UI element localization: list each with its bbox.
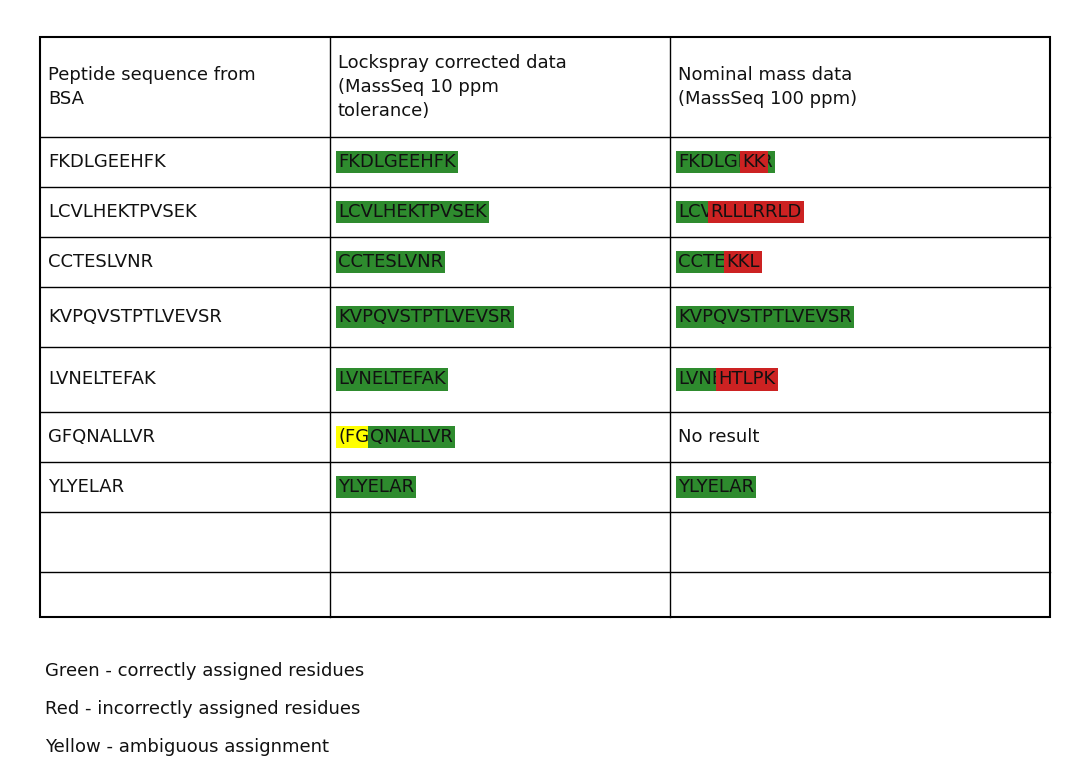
Text: FKDLGEEHFK: FKDLGEEHFK bbox=[48, 153, 166, 171]
Text: LCVL: LCVL bbox=[678, 203, 723, 221]
Text: KVPQVSTPTLVEVSR: KVPQVSTPTLVEVSR bbox=[338, 308, 512, 326]
Text: QNALLVR: QNALLVR bbox=[370, 428, 453, 446]
Text: HTLPK: HTLPK bbox=[719, 371, 775, 388]
Text: KVPQVSTPTLVEVSR: KVPQVSTPTLVEVSR bbox=[678, 308, 852, 326]
Text: YLYELAR: YLYELAR bbox=[678, 478, 754, 496]
Text: LCVLHEKTPVSEK: LCVLHEKTPVSEK bbox=[338, 203, 487, 221]
Text: FKDLGEER: FKDLGEER bbox=[678, 153, 773, 171]
Text: Lockspray corrected data
(MassSeq 10 ppm
tolerance): Lockspray corrected data (MassSeq 10 ppm… bbox=[338, 54, 566, 120]
Text: Green - correctly assigned residues: Green - correctly assigned residues bbox=[45, 662, 364, 680]
Text: YLYELAR: YLYELAR bbox=[48, 478, 124, 496]
Text: KKL: KKL bbox=[726, 253, 760, 271]
Text: Nominal mass data
(MassSeq 100 ppm): Nominal mass data (MassSeq 100 ppm) bbox=[678, 66, 857, 108]
Text: Peptide sequence from
BSA: Peptide sequence from BSA bbox=[48, 66, 256, 108]
Text: (FG): (FG) bbox=[338, 428, 376, 446]
Text: YLYELAR: YLYELAR bbox=[338, 478, 414, 496]
Text: LVNELTEFAK: LVNELTEFAK bbox=[48, 371, 156, 388]
Text: RLLLRRLD: RLLLRRLD bbox=[710, 203, 802, 221]
Text: KK: KK bbox=[743, 153, 766, 171]
Text: Yellow - ambiguous assignment: Yellow - ambiguous assignment bbox=[45, 738, 329, 756]
Text: CCTESL: CCTESL bbox=[678, 253, 747, 271]
Text: LVNELTEFAK: LVNELTEFAK bbox=[338, 371, 445, 388]
Text: LVNEL: LVNEL bbox=[678, 371, 733, 388]
Text: CCTESLVNR: CCTESLVNR bbox=[338, 253, 443, 271]
Text: LCVLHEKTPVSEK: LCVLHEKTPVSEK bbox=[48, 203, 197, 221]
Text: FKDLGEEHFK: FKDLGEEHFK bbox=[338, 153, 456, 171]
Text: GFQNALLVR: GFQNALLVR bbox=[48, 428, 155, 446]
Bar bbox=[40, 37, 1050, 617]
Text: Red - incorrectly assigned residues: Red - incorrectly assigned residues bbox=[45, 700, 360, 718]
Text: KVPQVSTPTLVEVSR: KVPQVSTPTLVEVSR bbox=[48, 308, 222, 326]
Text: CCTESLVNR: CCTESLVNR bbox=[48, 253, 154, 271]
Text: No result: No result bbox=[678, 428, 759, 446]
